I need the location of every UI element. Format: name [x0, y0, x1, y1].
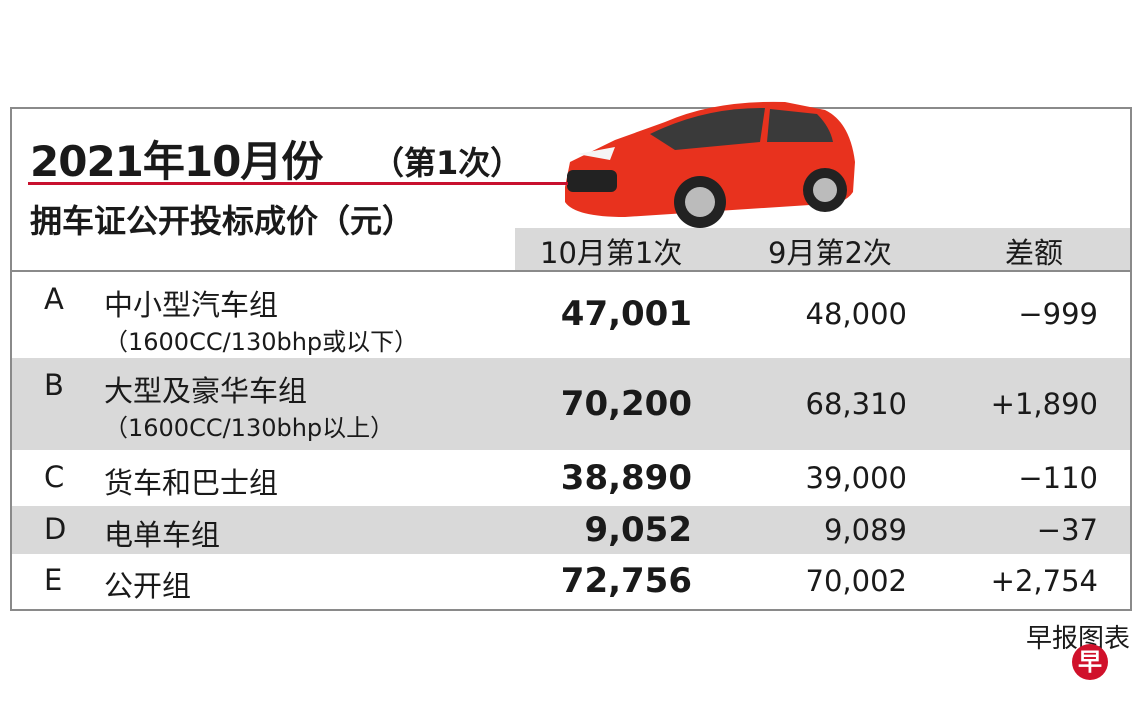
- current-price: 72,756: [560, 561, 692, 601]
- previous-price: 39,000: [805, 461, 907, 495]
- title-rule: [28, 182, 568, 185]
- current-price: 47,001: [560, 294, 692, 334]
- row-name: 电单车组: [104, 518, 221, 552]
- table-frame: [10, 107, 1132, 611]
- row-code: C: [44, 460, 65, 494]
- price-change: −999: [1018, 297, 1098, 331]
- car-illustration: [565, 101, 855, 228]
- previous-price: 68,310: [805, 387, 907, 421]
- row-code: A: [44, 282, 64, 316]
- current-price: 9,052: [584, 510, 692, 550]
- column-header: 9月第2次: [768, 236, 892, 270]
- row-name: 大型及豪华车组: [104, 374, 308, 408]
- current-price: 38,890: [560, 458, 692, 498]
- row-code: B: [44, 368, 64, 402]
- header-rule: [12, 270, 1130, 272]
- header-band: [515, 228, 1130, 270]
- price-change: −37: [1036, 513, 1098, 547]
- row-band: [12, 506, 1130, 554]
- previous-price: 48,000: [805, 297, 907, 331]
- row-code: E: [44, 563, 63, 597]
- row-note: （1600CC/130bhp或以下）: [104, 328, 419, 356]
- price-change: −110: [1018, 461, 1098, 495]
- current-price: 70,200: [560, 384, 692, 424]
- title: 2021年10月份: [30, 137, 323, 186]
- price-change: +1,890: [990, 387, 1098, 421]
- column-header: 差额: [1005, 236, 1064, 270]
- row-name: 货车和巴士组: [104, 466, 279, 500]
- previous-price: 9,089: [823, 513, 907, 547]
- previous-price: 70,002: [805, 564, 907, 598]
- subtitle: 拥车证公开投标成价（元）: [30, 202, 415, 240]
- row-name: 公开组: [104, 569, 192, 603]
- title-note: （第1次）: [372, 144, 523, 182]
- row-name: 中小型汽车组: [104, 288, 279, 322]
- row-band: [12, 358, 1130, 450]
- column-header: 10月第1次: [540, 236, 683, 270]
- row-code: D: [44, 512, 67, 546]
- logo: 早: [1072, 644, 1108, 680]
- row-note: （1600CC/130bhp以上）: [104, 414, 395, 442]
- price-change: +2,754: [990, 564, 1098, 598]
